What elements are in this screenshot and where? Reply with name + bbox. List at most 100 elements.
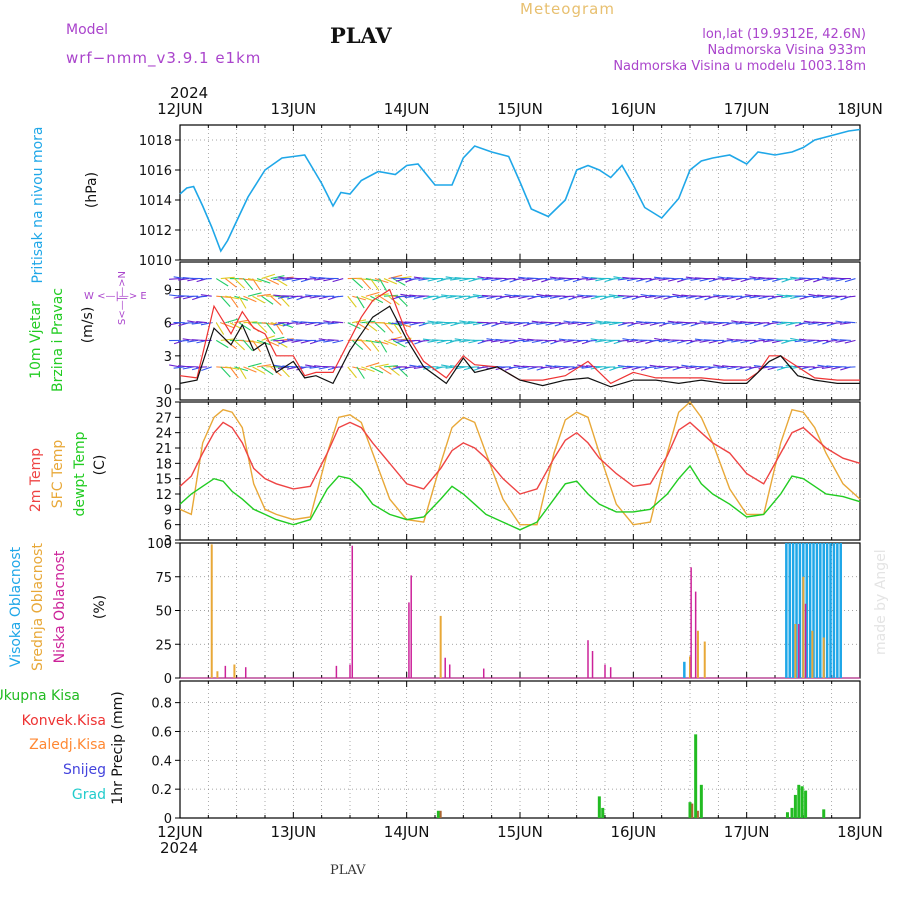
cloud-ylabel-2: Srednja Oblacnost: [30, 543, 46, 671]
total-precip-bar: [699, 784, 703, 818]
wind-arrow: [261, 322, 276, 326]
wind-arrow: [178, 278, 190, 281]
wind-arrow: [256, 278, 271, 284]
wind-arrow: [361, 320, 376, 324]
total-precip-bar: [797, 784, 801, 818]
y-tick-label: 18: [155, 457, 172, 472]
wind-arrow: [586, 278, 598, 281]
wind-arrow: [388, 274, 403, 280]
wind-arrow: [168, 278, 181, 280]
y-tick-label: 30: [155, 396, 172, 411]
wind-arrow: [812, 295, 824, 299]
low-cloud-bar: [244, 667, 247, 678]
wind-arrow: [220, 295, 231, 307]
x-axis-top: 12JUN 13JUN 14JUN 15JUN 16JUN 17JUN 18JUN: [157, 100, 883, 118]
wind-arrow: [672, 322, 684, 325]
y-tick-label: 3: [164, 350, 172, 365]
wind-arrow: [238, 322, 251, 331]
wind-arrow: [261, 366, 274, 376]
wind-arrow: [314, 339, 326, 342]
wind-arrow: [436, 295, 448, 298]
y-tick-label: 9: [164, 503, 172, 518]
wind-arrow: [291, 339, 303, 343]
wind-arrow: [225, 318, 239, 324]
wind-arrow: [749, 366, 761, 369]
wind-arrow: [753, 339, 765, 342]
wind-arrow: [676, 366, 688, 369]
wind-arrow: [383, 322, 394, 334]
wind-arrow: [518, 366, 530, 370]
wind-arrow: [703, 322, 716, 325]
low-cloud-bar: [351, 545, 354, 678]
wind-arrow: [397, 295, 408, 307]
wind-arrow: [427, 339, 439, 343]
wind-arrow: [844, 321, 856, 324]
wind-arrow: [640, 293, 652, 297]
wind-arrow: [370, 366, 384, 374]
wind-arrow: [821, 366, 833, 369]
wind-arrow: [365, 339, 380, 344]
wind-arrow: [649, 278, 661, 281]
wind-arrow: [243, 278, 253, 290]
wind-arrow: [581, 366, 593, 369]
wind-arrow: [631, 322, 643, 325]
wind-arrow: [365, 362, 380, 368]
wind-arrow: [767, 322, 779, 325]
wind-arrow: [243, 321, 258, 324]
wind-arrow: [808, 322, 820, 325]
wind-arrow: [445, 295, 457, 299]
elevation-label: Nadmorska Visina 933m: [708, 43, 867, 58]
model-name: wrf−nmm_v3.9.1 e1km: [66, 49, 261, 68]
wind-arrow: [256, 322, 268, 334]
wind-arrow: [383, 278, 398, 285]
y-tick-label: 0: [164, 383, 172, 398]
wind-arrow: [613, 366, 625, 369]
wind-arrow: [586, 339, 598, 342]
y-tick-label: 6: [164, 317, 172, 332]
wind-arrow: [404, 366, 416, 369]
wind-arrow: [817, 364, 829, 368]
wind-arrow: [672, 293, 684, 297]
wind-arrow: [270, 295, 282, 306]
mid-cloud-bar: [703, 641, 706, 678]
compass-vertical-label: S<—|—>N: [117, 271, 128, 325]
low-cloud-bar: [690, 567, 692, 678]
wind-arrow: [187, 320, 199, 324]
wind-arrow: [803, 339, 815, 344]
wind-arrow: [323, 339, 335, 343]
wind-arrow: [658, 278, 670, 282]
total-precip-bar: [822, 809, 826, 818]
total-precip-bar: [804, 790, 808, 818]
wind-arrow: [654, 337, 666, 341]
wind-arrow: [191, 322, 203, 325]
wind-arrow: [220, 366, 231, 378]
wind-arrow: [392, 322, 402, 335]
wind-arrow: [554, 278, 566, 281]
high-cloud-bar: [788, 543, 791, 678]
wind-arrow: [252, 295, 266, 304]
wind-arrow: [369, 278, 380, 291]
wind-arrow: [459, 339, 471, 343]
wind-arrow: [794, 278, 806, 282]
wind-arrow: [626, 339, 638, 343]
wind-arrow: [431, 322, 444, 325]
wind-arrow: [504, 322, 516, 326]
wind-arrow: [422, 322, 434, 325]
wind-arrow: [369, 340, 380, 352]
wind-arrow: [265, 278, 280, 285]
x-tick-label: 14JUN: [384, 823, 430, 841]
wind-arrow: [270, 275, 285, 280]
wind-arrow: [531, 339, 543, 344]
wind-arrow: [388, 366, 400, 376]
panel-frame: [179, 401, 861, 541]
high-cloud-bar: [805, 543, 808, 678]
wind-arrow: [440, 278, 453, 280]
wind-arrow: [327, 339, 339, 341]
wind-arrow: [486, 338, 498, 341]
wind-arrow: [726, 322, 738, 324]
wind-arrow: [173, 276, 185, 280]
wind-arrow: [771, 295, 783, 298]
wind-arrow: [450, 339, 462, 342]
wind-arrow: [690, 339, 702, 343]
lonlat-label: lon,lat (19.9312E, 42.6N): [702, 27, 866, 42]
